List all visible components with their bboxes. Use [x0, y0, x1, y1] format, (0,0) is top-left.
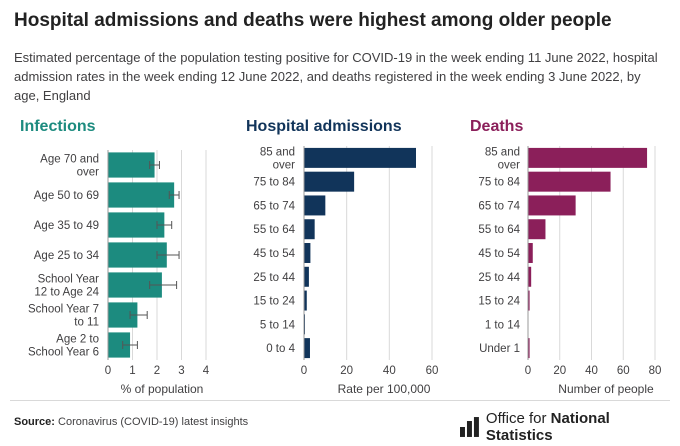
category-label-1-0-1: over — [273, 159, 296, 171]
bar-1-8 — [304, 338, 310, 359]
category-label-0-0-1: over — [77, 167, 100, 179]
category-label-0-2-0: Age 35 to 49 — [34, 220, 99, 232]
category-label-1-7-0: 5 to 14 — [260, 319, 296, 331]
bar-1-2 — [304, 195, 326, 216]
bar-1-3 — [304, 219, 315, 240]
tick-label-1-2: 40 — [383, 365, 396, 377]
chart-title-0: Infections — [20, 118, 96, 135]
source-note: Source: Coronavirus (COVID-19) latest in… — [14, 416, 248, 428]
bar-1-0 — [304, 147, 416, 168]
tick-label-2-2: 40 — [585, 365, 598, 377]
ons-logo: Office for National Statistics — [460, 410, 680, 444]
ons-logo-prefix: Office for — [485, 410, 551, 427]
category-label-0-6-0: Age 2 to — [56, 334, 99, 346]
category-label-1-5-0: 25 to 44 — [253, 272, 295, 284]
bar-1-1 — [304, 171, 355, 192]
ons-logo-icon — [460, 417, 479, 437]
category-label-2-6-0: 15 to 24 — [478, 296, 520, 308]
bar-1-4 — [304, 243, 311, 263]
bar-2-3 — [528, 219, 546, 240]
bar-0-6 — [108, 332, 131, 358]
tick-label-2-4: 80 — [649, 365, 662, 377]
category-label-0-0-0: Age 70 and — [40, 154, 99, 166]
category-label-1-1-0: 75 to 84 — [253, 177, 295, 189]
tick-label-1-0: 0 — [301, 365, 307, 377]
source-label: Source: — [14, 416, 55, 428]
category-label-1-4-0: 45 to 54 — [253, 248, 295, 260]
page-title: Hospital admissions and deaths were high… — [14, 10, 612, 31]
category-label-0-3-0: Age 25 to 34 — [34, 250, 100, 262]
tick-label-0-0: 0 — [105, 365, 111, 377]
tick-label-1-1: 20 — [340, 365, 353, 377]
category-label-1-8-0: 0 to 4 — [266, 343, 295, 355]
tick-label-0-3: 3 — [178, 365, 184, 377]
source-text[interactable]: Coronavirus (COVID-19) latest insights — [58, 416, 249, 428]
axis-label-0: % of population — [121, 382, 204, 396]
category-label-2-2-0: 65 to 74 — [478, 200, 520, 212]
ons-logo-bold: National Statistics — [485, 410, 610, 444]
axis-label-2: Number of people — [558, 382, 654, 396]
category-label-1-3-0: 55 to 64 — [253, 224, 295, 236]
chart-title-1: Hospital admissions — [246, 118, 402, 135]
chart-title-2: Deaths — [470, 118, 523, 135]
tick-label-0-4: 4 — [203, 365, 210, 377]
tick-label-0-1: 1 — [129, 365, 135, 377]
bar-1-6 — [304, 290, 307, 311]
tick-label-2-0: 0 — [525, 365, 531, 377]
tick-label-0-2: 2 — [154, 365, 160, 377]
bar-0-2 — [108, 212, 165, 238]
bar-2-1 — [528, 171, 611, 192]
category-label-0-5-1: to 11 — [74, 317, 99, 329]
category-label-0-5-0: School Year 7 — [28, 304, 99, 316]
category-label-1-2-0: 65 to 74 — [253, 200, 295, 212]
bar-2-8 — [528, 338, 530, 359]
page-subtitle: Estimated percentage of the population t… — [14, 50, 658, 103]
category-label-0-6-1: School Year 6 — [28, 347, 99, 359]
bar-0-0 — [108, 152, 155, 178]
bar-2-2 — [528, 195, 576, 216]
category-label-2-7-0: 1 to 14 — [485, 319, 521, 331]
category-label-2-3-0: 55 to 64 — [478, 224, 520, 236]
bar-2-0 — [528, 147, 648, 168]
bar-2-6 — [528, 290, 530, 311]
ons-logo-text: Office for National Statistics — [486, 410, 680, 444]
tick-label-1-3: 60 — [426, 365, 439, 377]
category-label-1-6-0: 15 to 24 — [253, 296, 295, 308]
category-label-2-0-1: over — [498, 159, 521, 171]
tick-label-2-1: 20 — [553, 365, 566, 377]
category-label-0-4-0: School Year — [38, 274, 100, 286]
tick-label-2-3: 60 — [617, 365, 630, 377]
bar-0-1 — [108, 182, 175, 208]
bar-1-5 — [304, 266, 309, 287]
axis-label-1: Rate per 100,000 — [338, 382, 431, 396]
category-label-0-1-0: Age 50 to 69 — [34, 190, 99, 202]
category-label-2-0-0: 85 and — [485, 146, 520, 158]
category-label-2-8-0: Under 1 — [479, 343, 520, 355]
category-label-2-1-0: 75 to 84 — [478, 177, 520, 189]
bar-2-4 — [528, 243, 533, 263]
category-label-2-4-0: 45 to 54 — [478, 248, 520, 260]
bar-2-5 — [528, 266, 532, 287]
category-label-2-5-0: 25 to 44 — [478, 272, 520, 284]
category-label-0-4-1: 12 to Age 24 — [34, 287, 99, 299]
footer-divider — [10, 400, 670, 401]
category-label-1-0-0: 85 and — [260, 146, 295, 158]
